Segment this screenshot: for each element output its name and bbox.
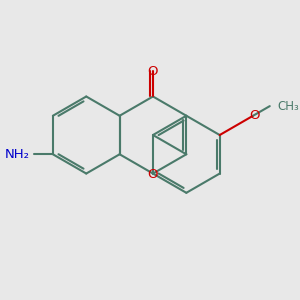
Text: CH₃: CH₃ xyxy=(277,100,298,112)
Text: O: O xyxy=(148,169,158,182)
Text: O: O xyxy=(148,65,158,78)
Text: O: O xyxy=(249,109,260,122)
Text: NH₂: NH₂ xyxy=(4,148,29,161)
